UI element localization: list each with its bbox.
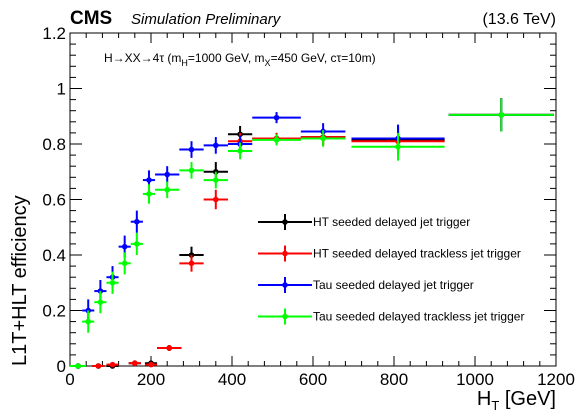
process-annotation: H→XX→4τ (mH=1000 GeV, mX=450 GeV, cτ=10m…	[104, 51, 376, 68]
series-layer	[70, 98, 554, 369]
data-point	[95, 363, 102, 369]
process-annotation-sub-h: H	[181, 58, 188, 68]
y-tick-label: 0.6	[42, 191, 66, 210]
legend-label: HT seeded delayed trackless jet trigger	[313, 247, 521, 261]
data-point	[498, 112, 505, 118]
data-point	[213, 196, 219, 203]
x-axis-title-unit: [GeV]	[499, 388, 556, 410]
process-annotation-part3: =450 GeV, cτ=10m)	[271, 51, 376, 65]
legend: HT seeded delayed jet trigger HT seeded d…	[258, 214, 524, 325]
x-axis-title-sub: T	[491, 398, 499, 413]
data-point	[75, 363, 81, 369]
data-point	[134, 241, 140, 247]
data-point	[273, 137, 280, 143]
data-point	[134, 218, 140, 225]
legend-item-0: HT seeded delayed jet trigger	[258, 214, 470, 230]
data-point	[109, 361, 116, 368]
data-point	[273, 114, 280, 121]
data-point	[146, 177, 152, 183]
process-annotation-sub-x: X	[265, 58, 271, 68]
data-point	[146, 191, 152, 197]
data-point	[166, 345, 173, 351]
x-axis-title: HT [GeV]	[477, 388, 556, 413]
y-tick-label: 0.8	[42, 135, 66, 154]
x-tick-label: 1000	[456, 370, 494, 389]
process-annotation-part2: =1000 GeV, m	[188, 51, 265, 65]
data-point	[188, 167, 195, 174]
data-point	[237, 148, 243, 154]
x-tick-label: 1200	[537, 370, 575, 389]
data-point	[395, 143, 401, 150]
x-tick-label: 800	[380, 370, 408, 389]
x-axis: 0 200 400 600 800 1000 1200	[65, 33, 575, 389]
y-axis: 0 0.2 0.4 0.6 0.8 1 1.2	[42, 24, 556, 376]
legend-marker	[282, 219, 288, 225]
legend-label: Tau seeded delayed trackless jet trigger	[313, 310, 524, 324]
y-tick-label: 0.2	[42, 302, 66, 321]
x-tick-label: 600	[299, 370, 327, 389]
legend-marker	[282, 282, 288, 288]
prelim-label: Simulation Preliminary	[131, 11, 282, 28]
y-tick-label: 0.4	[42, 246, 66, 265]
legend-item-3: Tau seeded delayed trackless jet trigger	[258, 308, 524, 325]
legend-marker	[282, 250, 288, 257]
data-point	[320, 135, 326, 142]
legend-item-2: Tau seeded delayed jet trigger	[258, 277, 474, 293]
y-tick-label: 1.2	[42, 24, 66, 43]
y-tick-label: 1	[57, 80, 66, 99]
data-point	[132, 360, 138, 367]
legend-label: HT seeded delayed jet trigger	[313, 215, 470, 229]
process-annotation-part1: H→XX→4τ (m	[104, 51, 181, 65]
series-3	[70, 98, 554, 369]
energy-label: (13.6 TeV)	[482, 11, 556, 28]
data-point	[148, 361, 154, 368]
data-point	[213, 142, 219, 149]
data-point	[109, 279, 116, 286]
data-point	[85, 318, 92, 325]
y-axis-title: L1T+HLT efficiency	[9, 195, 31, 366]
data-point	[213, 177, 219, 183]
x-tick-label: 0	[65, 370, 74, 389]
data-point	[188, 146, 195, 153]
data-point	[164, 171, 170, 178]
legend-marker	[282, 313, 288, 320]
x-axis-title-main: H	[477, 388, 491, 410]
cms-label: CMS	[70, 8, 112, 29]
data-point	[121, 243, 128, 250]
x-tick-label: 200	[137, 370, 165, 389]
data-point	[164, 186, 170, 193]
data-point	[97, 299, 104, 305]
y-tick-label: 0	[57, 357, 66, 376]
legend-item-1: HT seeded delayed trackless jet trigger	[258, 245, 521, 262]
data-point	[188, 260, 195, 267]
x-tick-label: 400	[218, 370, 246, 389]
data-point	[121, 260, 128, 267]
legend-label: Tau seeded delayed jet trigger	[313, 278, 474, 292]
